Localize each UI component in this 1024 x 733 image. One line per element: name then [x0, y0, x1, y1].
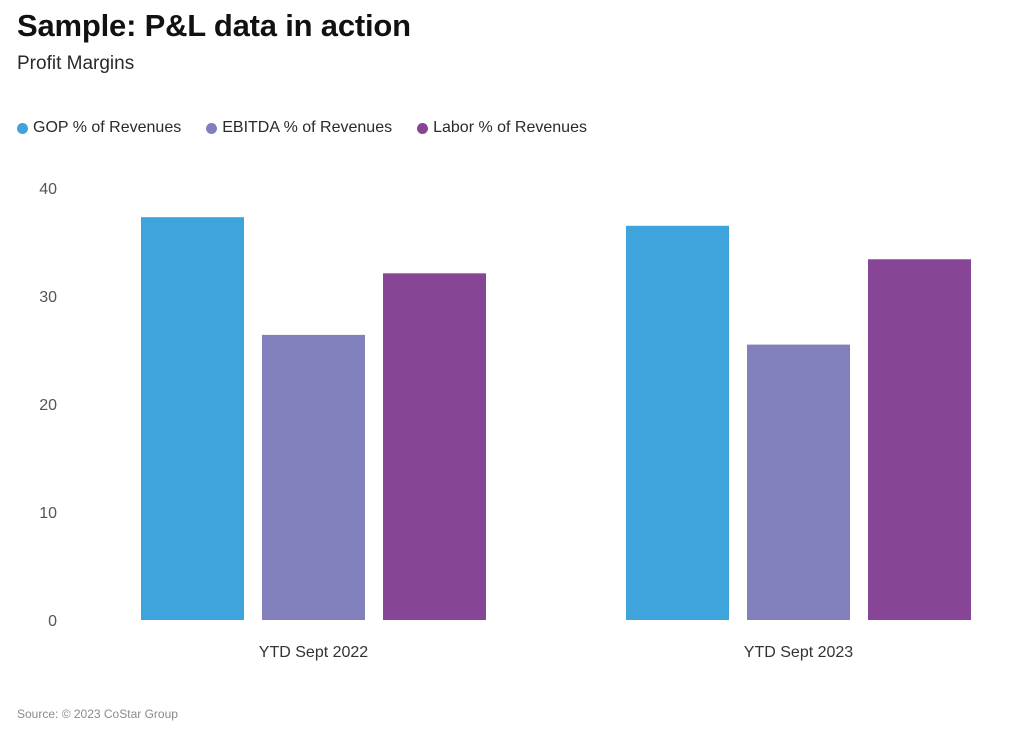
y-axis: 0 10 20 30 40 [39, 181, 57, 630]
bar-labor-1 [868, 259, 971, 620]
legend-label-labor: Labor % of Revenues [433, 119, 587, 136]
y-tick-label-0: 0 [48, 613, 57, 630]
x-axis: YTD Sept 2022 YTD Sept 2023 [259, 644, 854, 661]
source-note: Source: © 2023 CoStar Group [17, 707, 178, 721]
legend-label-ebitda: EBITDA % of Revenues [222, 119, 393, 136]
y-tick-label-20: 20 [39, 397, 57, 414]
bar-ebitda-1 [747, 344, 850, 620]
chart-legend: GOP % of Revenues EBITDA % of Revenues L… [17, 119, 612, 137]
bars [141, 217, 971, 621]
y-tick-label-30: 30 [39, 289, 57, 306]
chart-subtitle: Profit Margins [17, 53, 135, 74]
y-tick-label-10: 10 [39, 505, 57, 522]
y-tick-label-40: 40 [39, 181, 57, 198]
bar-gop-1 [626, 225, 729, 621]
legend-item-gop: GOP % of Revenues [17, 119, 181, 137]
legend-item-ebitda: EBITDA % of Revenues [206, 119, 392, 137]
legend-item-labor: Labor % of Revenues [417, 119, 587, 137]
legend-label-gop: GOP % of Revenues [33, 119, 182, 136]
x-category-label-0: YTD Sept 2022 [259, 644, 369, 661]
bar-ebitda-0 [262, 334, 365, 620]
legend-swatch-ebitda [206, 122, 218, 134]
legend-swatch-labor [417, 122, 429, 134]
chart-title: Sample: P&L data in action [17, 8, 411, 43]
x-category-label-1: YTD Sept 2023 [744, 644, 854, 661]
legend-swatch-gop [17, 122, 28, 134]
bar-labor-0 [383, 273, 486, 620]
bar-gop-0 [141, 217, 244, 620]
